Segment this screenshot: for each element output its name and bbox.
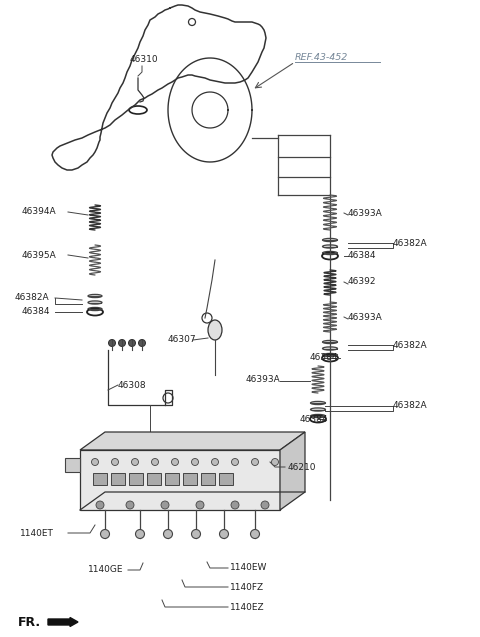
Circle shape — [231, 501, 239, 509]
Bar — [111, 473, 125, 485]
FancyArrow shape — [48, 617, 78, 627]
Ellipse shape — [323, 340, 337, 343]
Text: 1140ET: 1140ET — [20, 529, 54, 538]
Circle shape — [126, 501, 134, 509]
Ellipse shape — [208, 320, 222, 340]
Text: 1140EZ: 1140EZ — [230, 603, 264, 612]
Circle shape — [171, 459, 179, 466]
Polygon shape — [80, 432, 305, 450]
Circle shape — [192, 459, 199, 466]
Circle shape — [108, 340, 116, 347]
Bar — [93, 473, 107, 485]
Text: 46393A: 46393A — [245, 375, 280, 383]
Circle shape — [132, 459, 139, 466]
Ellipse shape — [311, 415, 325, 418]
Bar — [165, 473, 179, 485]
Circle shape — [272, 459, 278, 466]
Ellipse shape — [88, 294, 102, 297]
Text: 1140FZ: 1140FZ — [230, 582, 264, 592]
Text: 46308: 46308 — [118, 380, 146, 389]
Text: 1140GE: 1140GE — [88, 566, 123, 575]
Text: 46392: 46392 — [348, 278, 376, 287]
Text: 46384: 46384 — [300, 415, 328, 424]
Ellipse shape — [88, 308, 102, 311]
Circle shape — [129, 340, 135, 347]
Text: 46384: 46384 — [348, 252, 376, 261]
Ellipse shape — [323, 245, 337, 248]
Polygon shape — [65, 458, 80, 472]
Circle shape — [161, 501, 169, 509]
Bar — [201, 473, 215, 485]
Circle shape — [219, 529, 228, 538]
Bar — [219, 473, 233, 485]
Bar — [129, 473, 143, 485]
Text: 46382A: 46382A — [393, 401, 428, 410]
Ellipse shape — [323, 354, 337, 357]
Text: 1140EW: 1140EW — [230, 564, 267, 573]
Circle shape — [261, 501, 269, 509]
Text: 46384: 46384 — [310, 354, 338, 362]
Text: 46395A: 46395A — [22, 250, 57, 259]
Circle shape — [111, 459, 119, 466]
Text: 46393A: 46393A — [348, 208, 383, 217]
Text: 46310: 46310 — [130, 55, 158, 64]
Circle shape — [231, 459, 239, 466]
Circle shape — [119, 340, 125, 347]
Text: FR.: FR. — [18, 615, 41, 629]
Polygon shape — [80, 450, 280, 510]
Circle shape — [135, 529, 144, 538]
Text: 46307: 46307 — [168, 336, 197, 345]
Ellipse shape — [311, 401, 325, 404]
Text: 46382A: 46382A — [393, 341, 428, 350]
Polygon shape — [280, 432, 305, 510]
Circle shape — [192, 529, 201, 538]
Text: 46210: 46210 — [288, 462, 316, 471]
Circle shape — [251, 529, 260, 538]
Bar — [183, 473, 197, 485]
Text: 46384: 46384 — [22, 308, 50, 317]
Circle shape — [152, 459, 158, 466]
Circle shape — [196, 501, 204, 509]
Circle shape — [100, 529, 109, 538]
Ellipse shape — [323, 347, 337, 350]
Ellipse shape — [88, 301, 102, 304]
Text: 46382A: 46382A — [15, 294, 49, 303]
Ellipse shape — [311, 408, 325, 411]
Text: 46382A: 46382A — [393, 238, 428, 248]
Text: 46394A: 46394A — [22, 208, 57, 217]
Text: REF.43-452: REF.43-452 — [295, 52, 348, 62]
Ellipse shape — [323, 238, 337, 241]
Text: 46393A: 46393A — [348, 313, 383, 322]
Circle shape — [92, 459, 98, 466]
Circle shape — [252, 459, 259, 466]
Ellipse shape — [323, 252, 337, 255]
Circle shape — [164, 529, 172, 538]
Circle shape — [212, 459, 218, 466]
Bar — [147, 473, 161, 485]
Circle shape — [96, 501, 104, 509]
Circle shape — [139, 340, 145, 347]
